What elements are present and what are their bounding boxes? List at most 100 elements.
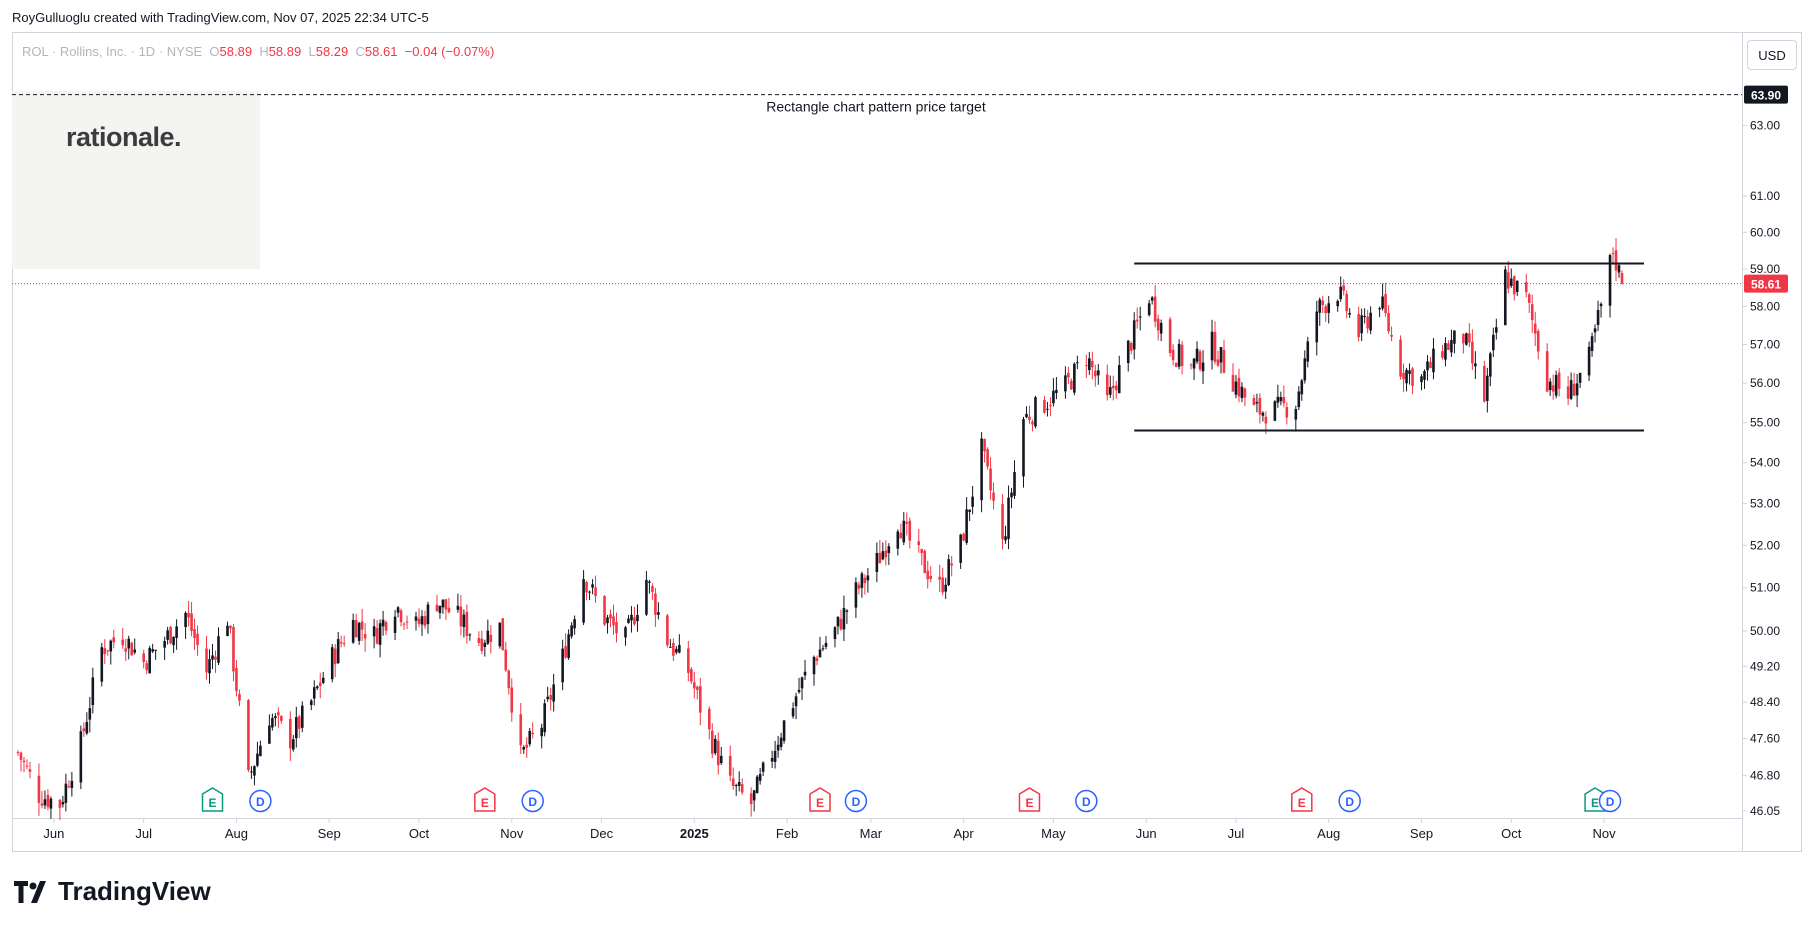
candle-body [378, 623, 382, 645]
candle-body [1399, 339, 1402, 377]
candle-body [983, 438, 986, 452]
candle-body [1052, 390, 1055, 404]
candle-body [1554, 375, 1558, 396]
candle-body [908, 520, 912, 541]
candle-body [1150, 297, 1154, 301]
price-tick-label: 63.00 [1750, 119, 1780, 133]
candle-body [857, 584, 861, 589]
candle-body [169, 627, 172, 644]
candle-body [459, 606, 463, 627]
candle-body [1593, 328, 1597, 333]
time-tick-label: Nov [1592, 826, 1616, 841]
candle-body [654, 593, 657, 615]
candle-body [1070, 380, 1073, 390]
earnings-icon [1291, 787, 1313, 812]
candle-body [187, 612, 190, 618]
close-value: 58.61 [364, 44, 398, 59]
candle-body [1495, 327, 1498, 333]
candle-body [678, 645, 681, 653]
candle-body [510, 687, 514, 713]
candle-body [866, 575, 870, 581]
candle-body [1010, 492, 1013, 498]
earnings-icon [1018, 787, 1041, 812]
candle-body [624, 627, 627, 638]
time-tick-label: Oct [1501, 826, 1522, 841]
candle-body [1348, 312, 1351, 315]
candle-body [1620, 273, 1624, 284]
candle-body [986, 449, 989, 467]
candle-body [1252, 398, 1256, 406]
exchange: NYSE [166, 44, 203, 59]
candle-body [1153, 296, 1157, 322]
candle-body [669, 646, 672, 648]
candle-body [902, 520, 906, 543]
candle-body [755, 776, 759, 794]
candle-body [1533, 323, 1537, 334]
candle-body [184, 612, 187, 628]
time-tick-label: Jun [1136, 826, 1157, 841]
candle-body [462, 614, 466, 628]
candle-body [414, 616, 418, 621]
candle-body [941, 577, 944, 593]
dividend-icon [844, 789, 868, 813]
candle-body [884, 550, 888, 558]
candle-body [375, 627, 379, 644]
price-chart[interactable]: 63.00 61.00 60.00 59.00 58.00 57.00 56.00 55.00… [0, 0, 1815, 860]
time-tick-label: Jun [43, 826, 64, 841]
candle-body [603, 596, 606, 625]
candle-body [1447, 343, 1450, 351]
candle-body [1423, 371, 1426, 380]
candle-body [100, 647, 104, 682]
price-axis[interactable] [1742, 32, 1802, 852]
candle-body [250, 771, 253, 773]
candle-body [190, 613, 193, 631]
price-tick-label: 61.00 [1750, 189, 1780, 203]
chart-frame [12, 32, 1802, 852]
candle-body [719, 755, 723, 764]
candle-body [1297, 391, 1301, 408]
candle-body [693, 682, 696, 689]
earnings-icon-label: E [209, 796, 217, 810]
candle-body [770, 757, 774, 762]
price-tick-label: 58.00 [1750, 299, 1780, 313]
candle-body [1360, 315, 1363, 334]
candle-body [393, 616, 397, 633]
candle-body [522, 747, 526, 750]
price-change: −0.04 (−0.07%) [404, 44, 495, 59]
candle-body [1094, 370, 1097, 377]
candle-body [839, 618, 843, 630]
candle-body [292, 739, 295, 750]
candle-body [731, 778, 735, 786]
candle-body [1001, 504, 1004, 540]
candle-body [363, 634, 367, 639]
candle-body [1076, 362, 1079, 364]
candle-body [1031, 421, 1034, 425]
candle-body [67, 786, 71, 788]
candle-body [543, 703, 546, 733]
candle-body [561, 648, 564, 683]
tradingview-logo[interactable]: TradingView [14, 876, 211, 907]
candle-body [540, 727, 543, 737]
candle-body [1512, 276, 1516, 295]
candle-body [444, 599, 448, 610]
candle-body [1174, 362, 1178, 367]
earnings-icon-label: E [1298, 796, 1306, 810]
candle-body [1429, 361, 1432, 369]
time-tick-label: Aug [225, 826, 248, 841]
candle-body [1132, 320, 1136, 350]
candle-body [573, 619, 576, 629]
candle-body [342, 643, 346, 645]
dividend-icon [1338, 789, 1361, 813]
candle-body [630, 614, 633, 621]
candle-body [121, 639, 125, 646]
currency-button[interactable]: USD [1747, 40, 1797, 70]
candle-body [971, 496, 974, 507]
candle-body [1387, 312, 1390, 332]
last-price-badge-label: 58.61 [1751, 278, 1781, 292]
candle-body [1536, 331, 1540, 352]
symbol-legend[interactable]: ROL · Rollins, Inc. · 1D · NYSE O58.89 H… [22, 44, 495, 59]
candle-body [483, 642, 487, 648]
candle-body [923, 550, 927, 574]
candle-body [1599, 303, 1603, 307]
candle-body [546, 696, 549, 700]
